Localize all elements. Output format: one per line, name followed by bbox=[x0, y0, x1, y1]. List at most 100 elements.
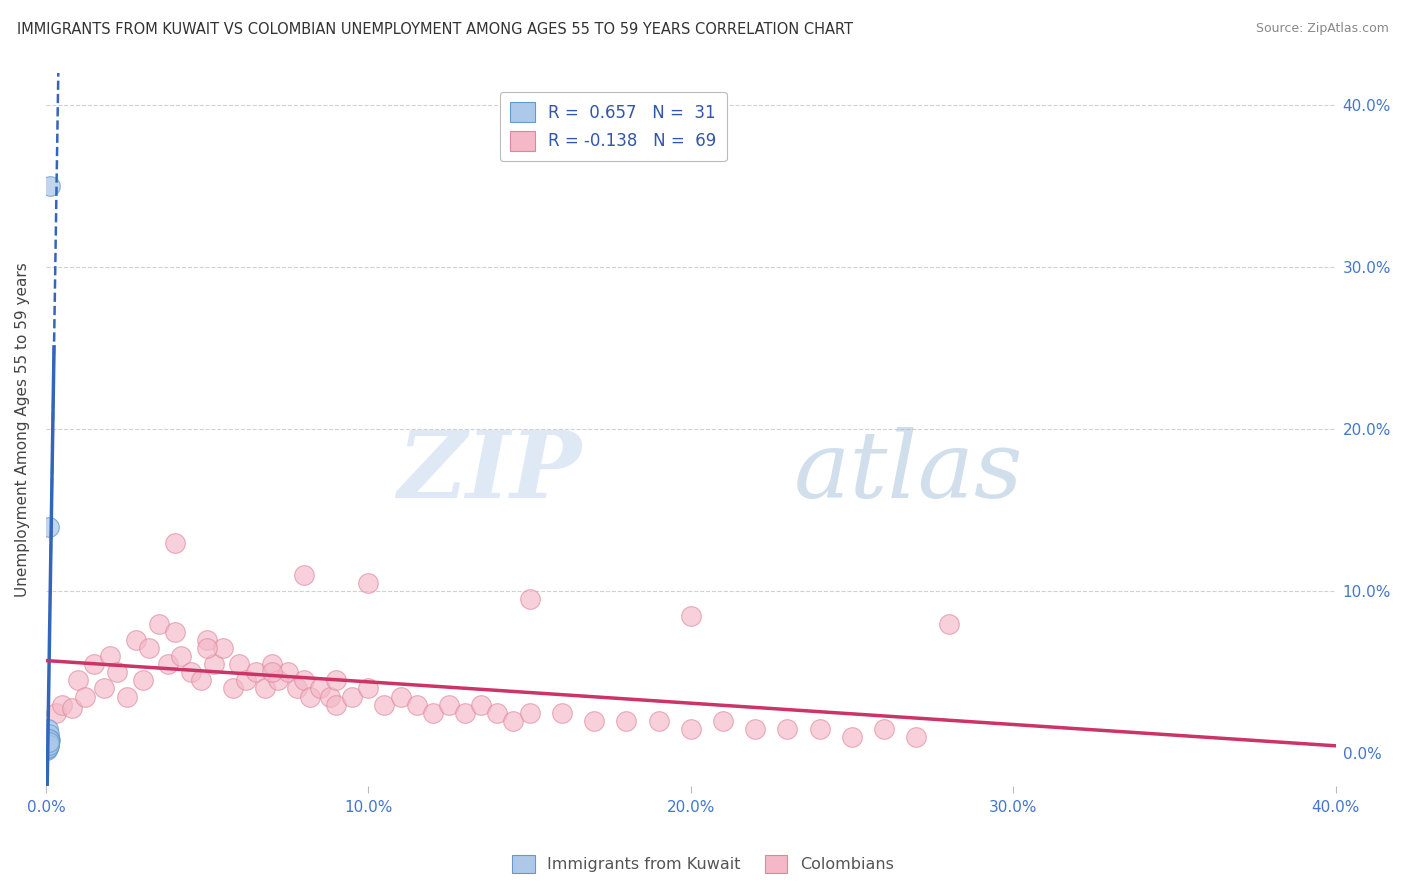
Point bbox=[37, 737, 59, 751]
Point bbox=[105, 665, 128, 680]
Point bbox=[287, 681, 309, 696]
Point bbox=[93, 681, 115, 696]
Point bbox=[808, 722, 831, 736]
Point bbox=[873, 722, 896, 736]
Point bbox=[37, 741, 59, 756]
Point bbox=[292, 673, 315, 688]
Point bbox=[37, 738, 59, 752]
Y-axis label: Unemployment Among Ages 55 to 59 years: Unemployment Among Ages 55 to 59 years bbox=[15, 262, 30, 597]
Point bbox=[470, 698, 492, 712]
Point bbox=[37, 743, 59, 757]
Point bbox=[373, 698, 395, 712]
Point bbox=[357, 576, 380, 591]
Point bbox=[37, 739, 59, 754]
Legend: R =  0.657   N =  31, R = -0.138   N =  69: R = 0.657 N = 31, R = -0.138 N = 69 bbox=[501, 92, 727, 161]
Point bbox=[212, 640, 235, 655]
Point bbox=[38, 735, 60, 749]
Point bbox=[38, 733, 60, 747]
Point bbox=[37, 737, 59, 751]
Point bbox=[357, 681, 380, 696]
Point bbox=[51, 698, 73, 712]
Point bbox=[202, 657, 225, 672]
Point bbox=[37, 738, 59, 752]
Point bbox=[267, 673, 290, 688]
Point bbox=[614, 714, 637, 728]
Point bbox=[519, 706, 541, 720]
Point bbox=[163, 535, 186, 549]
Point bbox=[235, 673, 257, 688]
Point bbox=[131, 673, 153, 688]
Point bbox=[776, 722, 799, 736]
Point bbox=[170, 649, 193, 664]
Point bbox=[73, 690, 96, 704]
Text: atlas: atlas bbox=[794, 427, 1024, 517]
Point bbox=[157, 657, 180, 672]
Point bbox=[38, 733, 60, 747]
Text: Source: ZipAtlas.com: Source: ZipAtlas.com bbox=[1256, 22, 1389, 36]
Point bbox=[195, 632, 218, 647]
Point bbox=[454, 706, 477, 720]
Point bbox=[37, 741, 59, 756]
Point bbox=[222, 681, 245, 696]
Point bbox=[37, 737, 59, 751]
Point bbox=[299, 690, 322, 704]
Point bbox=[180, 665, 202, 680]
Point bbox=[100, 649, 122, 664]
Point bbox=[37, 741, 59, 756]
Point bbox=[38, 735, 60, 749]
Point bbox=[841, 730, 863, 744]
Point bbox=[138, 640, 160, 655]
Legend: Immigrants from Kuwait, Colombians: Immigrants from Kuwait, Colombians bbox=[506, 848, 900, 880]
Point bbox=[60, 701, 83, 715]
Point bbox=[711, 714, 734, 728]
Point bbox=[35, 741, 58, 756]
Point bbox=[228, 657, 250, 672]
Point bbox=[679, 608, 702, 623]
Text: IMMIGRANTS FROM KUWAIT VS COLOMBIAN UNEMPLOYMENT AMONG AGES 55 TO 59 YEARS CORRE: IMMIGRANTS FROM KUWAIT VS COLOMBIAN UNEM… bbox=[17, 22, 853, 37]
Point bbox=[292, 568, 315, 582]
Point bbox=[37, 722, 59, 736]
Point bbox=[38, 519, 60, 533]
Point bbox=[38, 733, 60, 747]
Point bbox=[245, 665, 267, 680]
Point bbox=[37, 730, 59, 744]
Point bbox=[37, 739, 59, 754]
Point bbox=[405, 698, 427, 712]
Point bbox=[148, 616, 170, 631]
Point bbox=[938, 616, 960, 631]
Point bbox=[260, 657, 283, 672]
Point bbox=[519, 592, 541, 607]
Point bbox=[486, 706, 509, 720]
Point bbox=[325, 673, 347, 688]
Point bbox=[583, 714, 606, 728]
Point bbox=[277, 665, 299, 680]
Point bbox=[551, 706, 574, 720]
Point bbox=[260, 665, 283, 680]
Point bbox=[115, 690, 138, 704]
Point bbox=[37, 739, 59, 754]
Point bbox=[190, 673, 212, 688]
Point bbox=[125, 632, 148, 647]
Point bbox=[38, 738, 60, 752]
Point bbox=[37, 737, 59, 751]
Point bbox=[38, 735, 60, 749]
Point bbox=[905, 730, 928, 744]
Point bbox=[647, 714, 669, 728]
Point bbox=[37, 739, 59, 754]
Text: ZIP: ZIP bbox=[396, 427, 581, 517]
Point bbox=[422, 706, 444, 720]
Point bbox=[744, 722, 766, 736]
Point bbox=[38, 727, 60, 741]
Point bbox=[38, 731, 60, 746]
Point bbox=[679, 722, 702, 736]
Point bbox=[67, 673, 90, 688]
Point bbox=[254, 681, 277, 696]
Point bbox=[38, 731, 60, 746]
Point bbox=[83, 657, 105, 672]
Point bbox=[325, 698, 347, 712]
Point bbox=[163, 624, 186, 639]
Point bbox=[309, 681, 332, 696]
Point bbox=[37, 738, 59, 752]
Point bbox=[318, 690, 340, 704]
Point bbox=[45, 706, 67, 720]
